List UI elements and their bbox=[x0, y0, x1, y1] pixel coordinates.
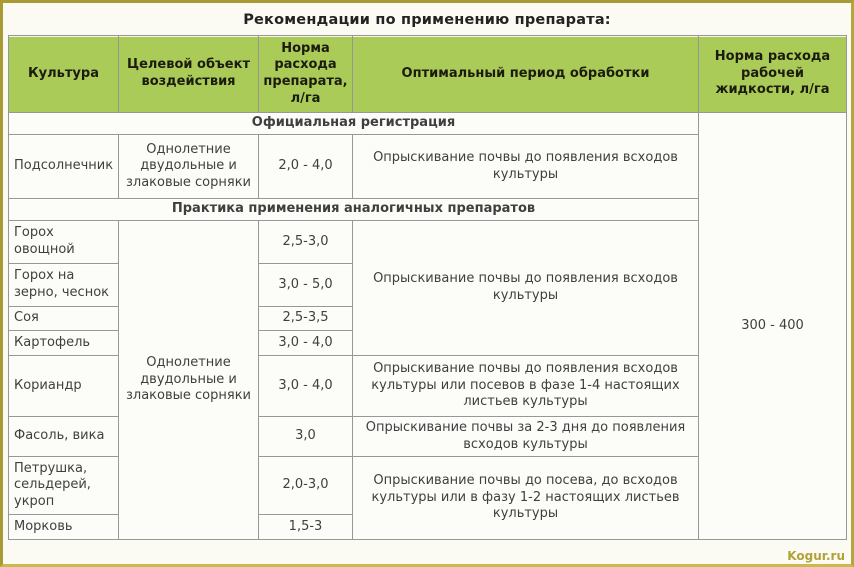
page-title: Рекомендации по применению препарата: bbox=[243, 12, 611, 28]
cell-culture-carrot: Морковь bbox=[8, 514, 119, 540]
section-official: Официальная регистрация bbox=[8, 112, 699, 135]
cell-culture-beans: Фасоль, вика bbox=[8, 416, 119, 457]
cell-working-fluid-rate: 300 - 400 bbox=[698, 112, 847, 540]
table-row-peas-grain: Горох на зерно, чеснок 3,0 - 5,0 bbox=[8, 263, 847, 307]
cell-rate-beans: 3,0 bbox=[258, 416, 353, 457]
cell-culture-peas-veg: Горох овощной bbox=[8, 220, 119, 264]
header-row: Культура Целевой объект воздействия Норм… bbox=[8, 35, 847, 113]
cell-rate-potato: 3,0 - 4,0 bbox=[258, 330, 353, 356]
header-rate: Норма расхода препарата, л/га bbox=[258, 35, 353, 113]
section-row-practice: Практика применения аналогичных препарат… bbox=[8, 198, 847, 221]
header-period: Оптимальный период обработки bbox=[352, 35, 699, 113]
table-row-sunflower: Подсолнечник Однолетние двудольные и зла… bbox=[8, 134, 847, 199]
cell-period-practice-top: Опрыскивание почвы до появления всходов … bbox=[352, 220, 699, 356]
watermark-label: Kogur.ru bbox=[787, 549, 845, 563]
cell-rate-soy: 2,5-3,5 bbox=[258, 306, 353, 331]
cell-target-practice: Однолетние двудольные и злаковые сорняки bbox=[118, 220, 259, 540]
cell-rate-sunflower: 2,0 - 4,0 bbox=[258, 134, 353, 199]
section-row-official: Официальная регистрация 300 - 400 bbox=[8, 112, 847, 540]
cell-rate-peas-grain: 3,0 - 5,0 bbox=[258, 263, 353, 307]
section-practice: Практика применения аналогичных препарат… bbox=[8, 198, 699, 221]
table-row-coriander: Кориандр 3,0 - 4,0 Опрыскивание почвы до… bbox=[8, 355, 847, 417]
cell-culture-potato: Картофель bbox=[8, 330, 119, 356]
cell-rate-coriander: 3,0 - 4,0 bbox=[258, 355, 353, 417]
table-row-beans: Фасоль, вика 3,0 Опрыскивание почвы за 2… bbox=[8, 416, 847, 457]
cell-rate-carrot: 1,5-3 bbox=[258, 514, 353, 540]
cell-target-sunflower: Однолетние двудольные и злаковые сорняки bbox=[118, 134, 259, 199]
cell-period-parsley-carrot: Опрыскивание почвы до посева, до всходов… bbox=[352, 456, 699, 540]
cell-culture-soy: Соя bbox=[8, 306, 119, 331]
header-target: Целевой объект воздействия bbox=[118, 35, 259, 113]
cell-rate-peas-veg: 2,5-3,0 bbox=[258, 220, 353, 264]
cell-period-coriander: Опрыскивание почвы до появления всходов … bbox=[352, 355, 699, 417]
table-row-carrot: Морковь 1,5-3 bbox=[8, 514, 847, 540]
header-culture: Культура bbox=[8, 35, 119, 113]
cell-rate-parsley: 2,0-3,0 bbox=[258, 456, 353, 515]
table-row-peas-veg: Горох овощной Однолетние двудольные и зл… bbox=[8, 220, 847, 540]
table-row-parsley: Петрушка, сельдерей, укроп 2,0-3,0 Опрыс… bbox=[8, 456, 847, 540]
cell-culture-coriander: Кориандр bbox=[8, 355, 119, 417]
recommendations-table: Культура Целевой объект воздействия Норм… bbox=[8, 35, 847, 540]
cell-period-beans: Опрыскивание почвы за 2-3 дня до появлен… bbox=[352, 416, 699, 457]
header-fluid-rate: Норма расхода рабочей жидкости, л/га bbox=[698, 35, 847, 113]
cell-culture-parsley: Петрушка, сельдерей, укроп bbox=[8, 456, 119, 515]
cell-period-sunflower: Опрыскивание почвы до появления всходов … bbox=[352, 134, 699, 199]
cell-culture-sunflower: Подсолнечник bbox=[8, 134, 119, 199]
cell-culture-peas-grain: Горох на зерно, чеснок bbox=[8, 263, 119, 307]
table-row-soy: Соя 2,5-3,5 bbox=[8, 306, 847, 331]
